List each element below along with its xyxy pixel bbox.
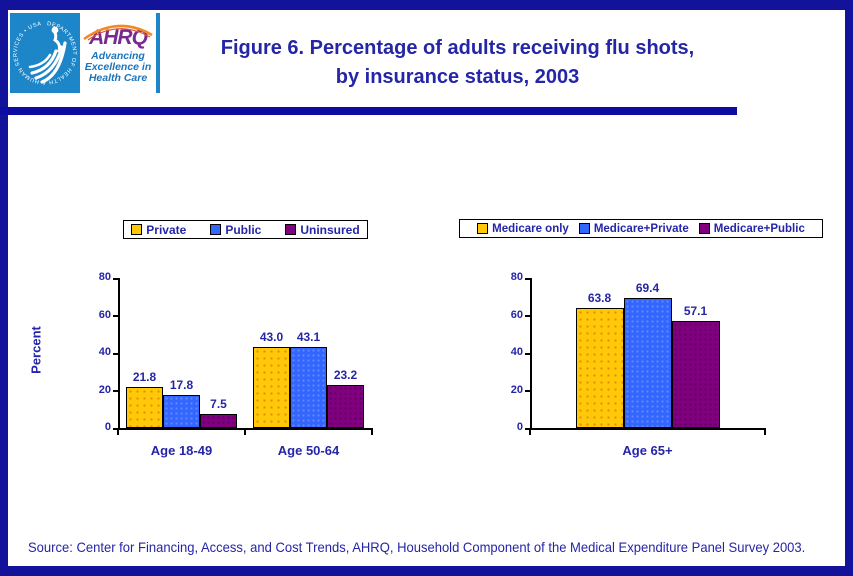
y-tick-label: 80 (510, 271, 523, 283)
y-axis-title: Percent (28, 326, 44, 374)
y-tick-label: 20 (98, 383, 111, 396)
y-tick-mark (113, 315, 118, 317)
category-label: Age 18-49 (150, 443, 213, 458)
legend-item-1-1: Medicare+Private (578, 222, 689, 235)
y-tick-label: 40 (98, 346, 111, 358)
ahrq-tagline: Advancing Excellence in Health Care (85, 51, 152, 84)
bar-public-age-18-49 (163, 394, 200, 428)
x-tick-mark (371, 428, 373, 435)
bar-value-label: 17.8 (169, 377, 194, 392)
legend-item-0-0: Private (131, 223, 186, 237)
bar-value-label: 69.4 (635, 280, 660, 295)
y-tick-mark (525, 427, 530, 430)
y-tick-mark (113, 427, 118, 430)
bar-value-label: 23.2 (333, 367, 358, 382)
bar-value-label: 43.0 (259, 330, 284, 345)
bar-public-age-50-64 (290, 347, 327, 428)
bar-private-age-50-64 (253, 347, 290, 428)
figure-title-line2: by insurance status, 2003 (335, 66, 580, 88)
bar-value-label: 7.5 (210, 396, 227, 411)
hhs-logo: DEPARTMENT OF HEALTH & HUMAN SERVICES • … (10, 13, 80, 93)
bar-medicare-public-age-65- (671, 320, 720, 428)
legend-item-0-2: Uninsured (285, 222, 360, 237)
y-tick-mark (113, 352, 118, 355)
legend-left-chart: Private Public Uninsured (123, 220, 368, 239)
legend-right-chart: Medicare only Medicare+Private Medicare+Pu… (459, 219, 823, 238)
logo-edge-strip (156, 13, 160, 93)
y-tick-label: 20 (510, 383, 523, 396)
x-tick-mark (244, 428, 246, 435)
ahrq-tagline-line1: Advancing (91, 50, 145, 62)
y-tick-label: 0 (104, 421, 111, 433)
y-tick-label: 60 (510, 308, 523, 321)
legend-swatch-icon (210, 224, 222, 235)
legend-swatch-icon (698, 223, 710, 234)
legend-item-1-0: Medicare only (477, 223, 569, 235)
bar-private-age-18-49 (126, 387, 163, 428)
y-tick-mark (525, 277, 530, 280)
y-axis-line (118, 278, 120, 430)
y-tick-mark (525, 315, 530, 317)
y-tick-label: 40 (510, 346, 523, 358)
legend-swatch-icon (578, 223, 590, 234)
bar-medicare-only-age-65- (575, 308, 624, 428)
bar-value-label: 57.1 (683, 303, 708, 318)
y-axis-line (530, 278, 532, 430)
bar-value-label: 21.8 (132, 370, 157, 385)
x-tick-mark (764, 428, 766, 435)
x-tick-mark (117, 428, 119, 435)
bar-value-label: 63.8 (587, 291, 612, 306)
ahrq-arc-icon (83, 24, 153, 41)
figure-title-line1: Figure 6. Percentage of adults receiving… (220, 37, 695, 59)
y-tick-mark (525, 390, 530, 392)
x-axis-line (530, 428, 766, 430)
title-divider-bar (0, 107, 737, 115)
category-label: Age 50-64 (277, 443, 340, 458)
legend-label: Uninsured (300, 222, 360, 237)
legend-label: Private (146, 222, 187, 237)
y-tick-label: 80 (98, 271, 111, 283)
figure-title: Figure 6. Percentage of adults receiving… (170, 34, 745, 92)
agency-logo-block: DEPARTMENT OF HEALTH & HUMAN SERVICES • … (10, 13, 160, 93)
legend-swatch-icon (477, 223, 489, 234)
ahrq-logo: AHRQ Advancing Excellence in Health Care (80, 13, 156, 93)
legend-swatch-icon (285, 224, 297, 235)
legend-item-1-2: Medicare+Public (698, 222, 805, 235)
y-tick-label: 0 (516, 421, 523, 433)
legend-item-0-1: Public (210, 223, 261, 237)
x-tick-mark (529, 428, 531, 435)
bar-medicare-private-age-65- (623, 297, 672, 428)
y-tick-mark (525, 352, 530, 355)
legend-label: Medicare+Private (593, 222, 689, 235)
bar-value-label: 43.1 (296, 330, 321, 345)
ahrq-tagline-line3: Health Care (88, 72, 148, 84)
legend-label: Medicare+Public (713, 222, 805, 235)
y-tick-label: 60 (98, 308, 111, 321)
bar-uninsured-age-18-49 (200, 413, 237, 428)
category-label: Age 65+ (622, 443, 673, 458)
legend-swatch-icon (131, 224, 143, 235)
ahrq-tagline-line2: Excellence in (84, 61, 152, 73)
legend-label: Public (225, 222, 262, 237)
source-note: Source: Center for Financing, Access, an… (28, 539, 806, 555)
bar-uninsured-age-50-64 (327, 384, 364, 428)
y-tick-mark (113, 390, 118, 392)
legend-label: Medicare only (492, 222, 569, 235)
hhs-eagle-icon: DEPARTMENT OF HEALTH & HUMAN SERVICES • … (10, 13, 80, 93)
y-tick-mark (113, 277, 118, 280)
